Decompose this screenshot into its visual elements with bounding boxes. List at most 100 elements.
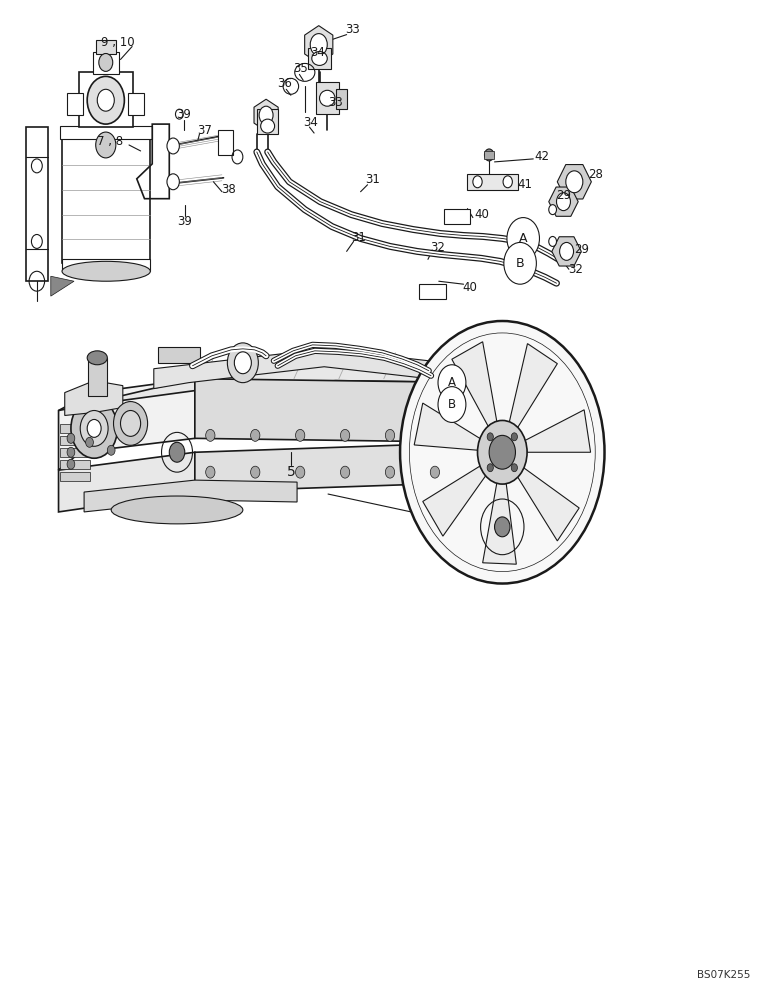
Circle shape bbox=[87, 419, 101, 437]
Text: 41: 41 bbox=[517, 178, 532, 191]
Text: 36: 36 bbox=[277, 77, 292, 90]
Bar bbox=[67, 93, 83, 115]
Circle shape bbox=[206, 466, 215, 478]
Polygon shape bbox=[518, 468, 580, 541]
Bar bbox=[60, 472, 90, 481]
Bar bbox=[158, 347, 200, 363]
Circle shape bbox=[71, 399, 118, 458]
Bar bbox=[60, 126, 152, 139]
Text: 37: 37 bbox=[197, 124, 211, 137]
Circle shape bbox=[250, 429, 260, 441]
Text: B: B bbox=[516, 257, 524, 270]
Bar bbox=[128, 93, 144, 115]
Circle shape bbox=[310, 34, 328, 55]
Polygon shape bbox=[305, 26, 333, 63]
Bar bbox=[484, 151, 494, 159]
Polygon shape bbox=[423, 466, 486, 536]
Text: 29: 29 bbox=[556, 189, 571, 202]
Text: 32: 32 bbox=[569, 263, 583, 276]
Circle shape bbox=[488, 433, 493, 441]
Polygon shape bbox=[549, 187, 578, 216]
Circle shape bbox=[431, 466, 440, 478]
Circle shape bbox=[296, 466, 305, 478]
Circle shape bbox=[385, 429, 395, 441]
Ellipse shape bbox=[112, 496, 243, 524]
Polygon shape bbox=[195, 442, 481, 492]
Circle shape bbox=[511, 464, 517, 472]
Bar bbox=[93, 52, 119, 74]
Circle shape bbox=[507, 218, 540, 259]
Text: 31: 31 bbox=[366, 173, 381, 186]
Circle shape bbox=[559, 242, 573, 260]
Circle shape bbox=[176, 109, 183, 119]
Polygon shape bbox=[254, 99, 278, 131]
Circle shape bbox=[114, 402, 147, 445]
Circle shape bbox=[473, 176, 482, 188]
Ellipse shape bbox=[87, 351, 108, 365]
Text: 33: 33 bbox=[346, 23, 360, 36]
Circle shape bbox=[31, 159, 42, 173]
Text: 42: 42 bbox=[534, 150, 549, 163]
Bar bbox=[62, 259, 150, 271]
Circle shape bbox=[495, 517, 510, 537]
Circle shape bbox=[489, 435, 516, 469]
Polygon shape bbox=[552, 237, 581, 266]
Polygon shape bbox=[525, 410, 590, 452]
Circle shape bbox=[67, 447, 75, 457]
Bar bbox=[62, 136, 150, 263]
Text: B: B bbox=[448, 398, 456, 411]
Polygon shape bbox=[483, 483, 516, 564]
Circle shape bbox=[400, 321, 604, 584]
Polygon shape bbox=[154, 349, 429, 389]
Ellipse shape bbox=[312, 52, 328, 65]
Bar bbox=[60, 424, 90, 433]
Circle shape bbox=[484, 149, 494, 161]
Bar bbox=[79, 72, 133, 127]
Polygon shape bbox=[414, 403, 480, 450]
Bar bbox=[96, 40, 116, 54]
Circle shape bbox=[259, 106, 273, 124]
Text: 34: 34 bbox=[310, 46, 324, 59]
Bar bbox=[88, 358, 108, 396]
Text: 39: 39 bbox=[176, 108, 191, 121]
Text: 39: 39 bbox=[177, 215, 192, 228]
Circle shape bbox=[86, 437, 94, 447]
Circle shape bbox=[108, 445, 115, 455]
Bar bbox=[316, 82, 339, 114]
Polygon shape bbox=[452, 342, 497, 426]
Text: 7 , 8: 7 , 8 bbox=[97, 135, 122, 148]
Circle shape bbox=[340, 466, 349, 478]
Circle shape bbox=[169, 442, 185, 462]
Circle shape bbox=[120, 410, 140, 436]
Text: 31: 31 bbox=[352, 231, 367, 244]
Circle shape bbox=[549, 236, 556, 246]
Polygon shape bbox=[195, 379, 481, 442]
Circle shape bbox=[67, 459, 75, 469]
Text: A: A bbox=[519, 232, 527, 245]
Polygon shape bbox=[84, 480, 297, 512]
Text: 33: 33 bbox=[328, 96, 343, 109]
Circle shape bbox=[234, 352, 251, 374]
Polygon shape bbox=[65, 381, 122, 415]
Bar bbox=[335, 89, 346, 109]
Text: A: A bbox=[448, 376, 456, 389]
Text: 38: 38 bbox=[222, 183, 236, 196]
Circle shape bbox=[385, 466, 395, 478]
Circle shape bbox=[556, 193, 570, 211]
Circle shape bbox=[167, 138, 179, 154]
Circle shape bbox=[549, 205, 556, 215]
Circle shape bbox=[438, 365, 466, 401]
Polygon shape bbox=[58, 452, 195, 512]
Text: BS07K255: BS07K255 bbox=[697, 970, 750, 980]
Circle shape bbox=[87, 76, 124, 124]
Bar bbox=[257, 109, 278, 134]
Circle shape bbox=[566, 171, 583, 193]
Circle shape bbox=[98, 89, 115, 111]
Polygon shape bbox=[557, 165, 591, 199]
Bar bbox=[60, 436, 90, 445]
Ellipse shape bbox=[62, 261, 151, 281]
Polygon shape bbox=[51, 276, 74, 296]
Bar bbox=[60, 460, 90, 469]
Bar bbox=[308, 48, 332, 69]
Circle shape bbox=[206, 429, 215, 441]
